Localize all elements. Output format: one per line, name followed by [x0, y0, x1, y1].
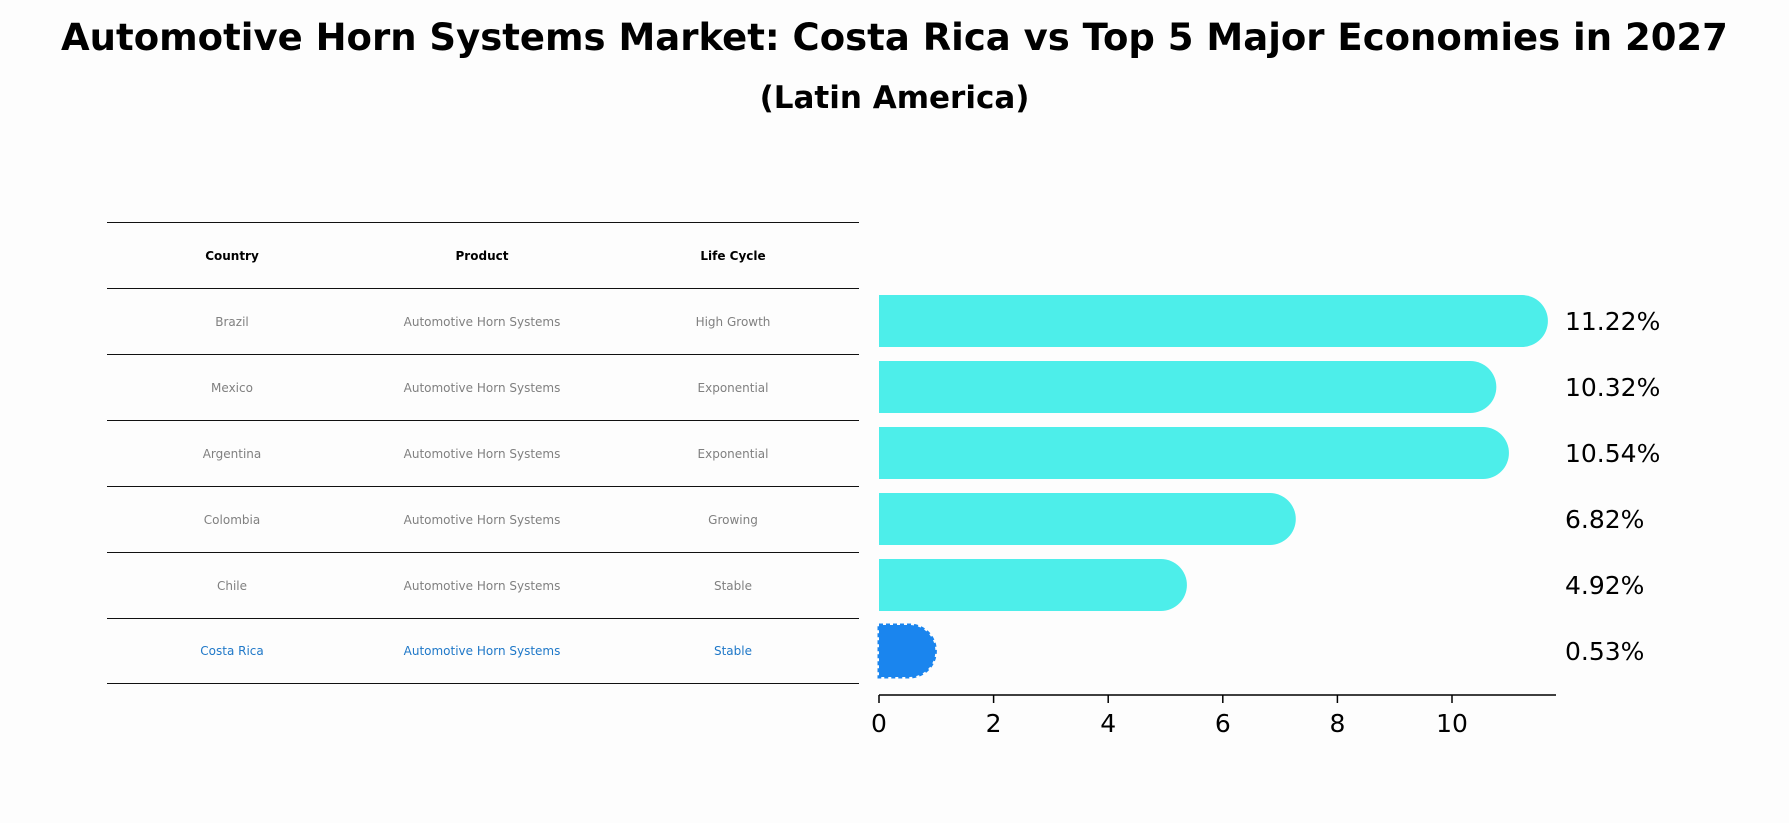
bar-costa-rica: [877, 623, 937, 679]
value-label: 4.92%: [1565, 571, 1644, 600]
country-cell: Colombia: [203, 512, 261, 527]
life-cycle-cell: Stable: [713, 578, 752, 593]
value-label: 0.53%: [1565, 637, 1644, 666]
product-cell: Automotive Horn Systems: [403, 380, 561, 395]
life-cycle-cell: Exponential: [697, 380, 769, 395]
product-cell: Automotive Horn Systems: [403, 314, 561, 329]
chart-subtitle: (Latin America): [759, 80, 1030, 116]
country-cell: Chile: [216, 578, 248, 593]
product-cell: Automotive Horn Systems: [403, 446, 561, 461]
table-row: Argentina Automotive Horn Systems Expone…: [107, 420, 859, 486]
bar-chile: [879, 559, 1187, 611]
x-tick-label: 8: [1329, 709, 1345, 738]
x-tick-label: 4: [1100, 709, 1116, 738]
header-country: Country: [205, 248, 259, 263]
life-cycle-cell: Exponential: [697, 446, 769, 461]
bar-brazil: [879, 295, 1548, 347]
header-product: Product: [455, 248, 509, 263]
x-tick-label: 6: [1215, 709, 1231, 738]
product-cell: Automotive Horn Systems: [403, 512, 561, 527]
header-life-cycle: Life Cycle: [700, 248, 766, 263]
value-label: 6.82%: [1565, 505, 1644, 534]
table-header-row: Country Product Life Cycle: [107, 222, 859, 288]
table-row: Brazil Automotive Horn Systems High Grow…: [107, 288, 859, 354]
life-cycle-cell: Stable: [713, 644, 752, 658]
x-tick-label: 0: [871, 709, 887, 738]
life-cycle-cell: Growing: [708, 512, 758, 527]
chart-title: Automotive Horn Systems Market: Costa Ri…: [61, 16, 1728, 59]
table-row: Chile Automotive Horn Systems Stable: [107, 552, 859, 618]
data-table: Country Product Life Cycle Brazil Automo…: [107, 222, 859, 684]
bar-mexico: [879, 361, 1497, 413]
life-cycle-cell: High Growth: [695, 314, 771, 329]
table-row: Mexico Automotive Horn Systems Exponenti…: [107, 354, 859, 420]
table-row-highlight: Costa Rica Automotive Horn Systems Stabl…: [107, 618, 859, 684]
x-tick-label: 10: [1436, 709, 1468, 738]
x-tick-label: 2: [986, 709, 1002, 738]
value-label: 11.22%: [1565, 307, 1660, 336]
product-cell: Automotive Horn Systems: [403, 644, 561, 658]
country-cell: Costa Rica: [200, 644, 264, 658]
table-row: Colombia Automotive Horn Systems Growing: [107, 486, 859, 552]
country-cell: Mexico: [211, 380, 253, 395]
value-label: 10.54%: [1565, 439, 1660, 468]
country-cell: Brazil: [215, 314, 249, 329]
bar-colombia: [879, 493, 1296, 545]
product-cell: Automotive Horn Systems: [403, 578, 561, 593]
bar-argentina: [879, 427, 1509, 479]
value-label: 10.32%: [1565, 373, 1660, 402]
country-cell: Argentina: [202, 446, 262, 461]
